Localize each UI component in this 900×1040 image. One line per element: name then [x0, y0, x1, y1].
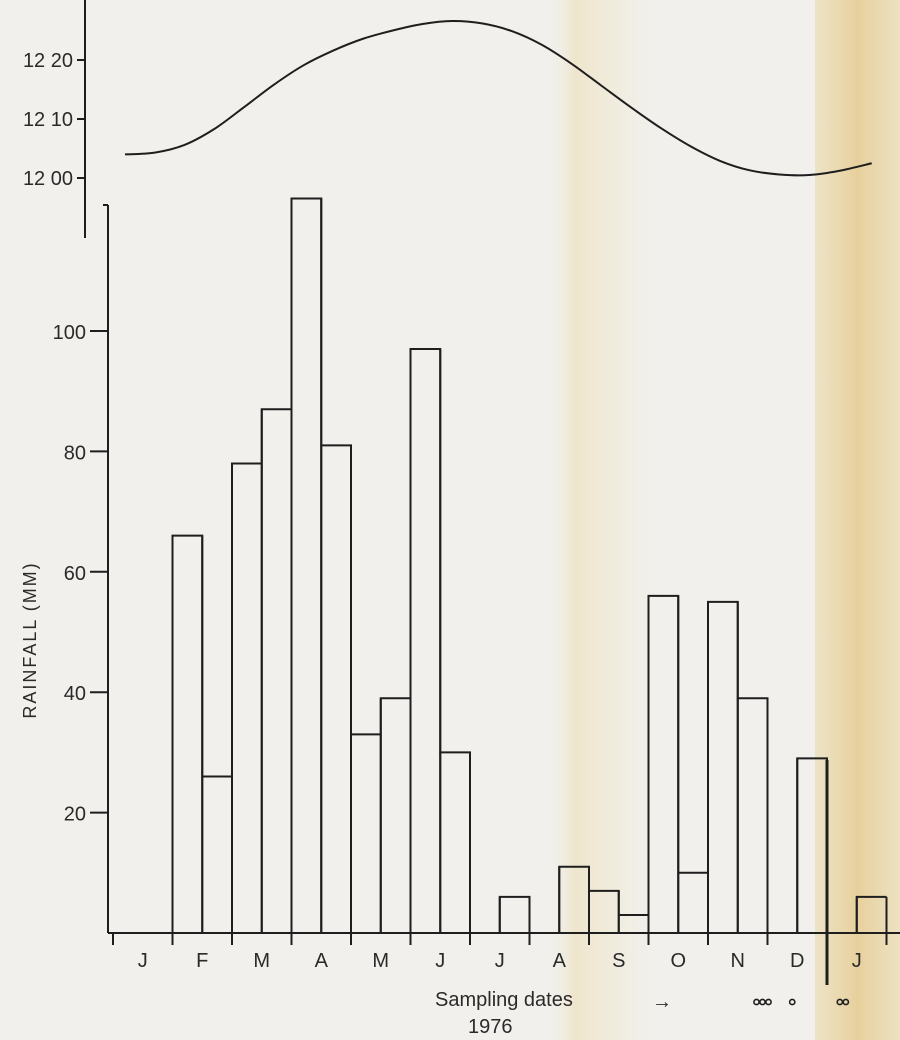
month-label: S: [612, 950, 625, 972]
paper-stain-left: [545, 0, 665, 1040]
month-label: M: [253, 950, 270, 972]
rainfall-tick-label: 20: [64, 804, 86, 826]
sampling-date-marker: [759, 998, 766, 1006]
daylength-tick-group: 12 00 12 10 12 20: [23, 50, 85, 190]
rainfall-bar: [411, 349, 441, 933]
rainfall-bar-edges: [171, 198, 888, 933]
month-label: J: [852, 950, 862, 972]
rainfall-tick-label: 100: [53, 322, 86, 344]
month-label: M: [372, 950, 389, 972]
rainfall-bar: [381, 698, 411, 933]
month-label: O: [670, 950, 686, 972]
daylength-tick-label: 12 10: [23, 109, 73, 131]
month-label: A: [315, 950, 329, 972]
month-label: A: [553, 950, 567, 972]
sampling-date-marker: [788, 998, 796, 1006]
sampling-dates-label: Sampling dates: [435, 989, 573, 1011]
month-label: J: [138, 950, 148, 972]
sampling-date-marker: [765, 998, 772, 1006]
rainfall-bar: [678, 873, 708, 933]
rainfall-tick-label: 80: [64, 442, 86, 464]
month-label: F: [196, 950, 208, 972]
month-label: J: [495, 950, 505, 972]
daylength-curve: [124, 20, 872, 177]
rainfall-bar: [262, 409, 292, 933]
rainfall-bar: [440, 752, 470, 933]
rainfall-tick-label: 60: [64, 563, 86, 585]
daylength-tick-label: 12 00: [23, 168, 73, 190]
daylength-tick-label: 12 20: [23, 50, 73, 72]
sampling-marker-group: [753, 998, 850, 1006]
rainfall-bar: [500, 897, 530, 933]
rainfall-bar: [738, 698, 768, 933]
rainfall-axis-title: RAINFALL (MM): [20, 561, 40, 718]
rainfall-bar: [173, 536, 203, 933]
sampling-date-marker: [753, 998, 760, 1006]
year-label: 1976: [468, 1016, 513, 1038]
rainfall-y-axis: [103, 204, 109, 933]
month-x-axis: [108, 760, 900, 985]
rainfall-bar: [292, 199, 322, 933]
month-label: N: [731, 950, 745, 972]
sampling-date-marker: [842, 998, 850, 1006]
rainfall-bar: [321, 445, 351, 933]
month-label: D: [790, 950, 804, 972]
rainfall-bar: [708, 602, 738, 933]
rainfall-histogram: [113, 197, 887, 934]
rainfall-bar: [202, 776, 232, 933]
month-label: J: [435, 950, 445, 972]
rainfall-bar: [351, 734, 381, 933]
sampling-arrow-icon: →: [652, 991, 672, 1013]
rainfall-bar: [232, 463, 262, 933]
rainfall-tick-label: 40: [64, 683, 86, 705]
rainfall-tick-group: 20 40 60 80 100: [53, 322, 108, 826]
